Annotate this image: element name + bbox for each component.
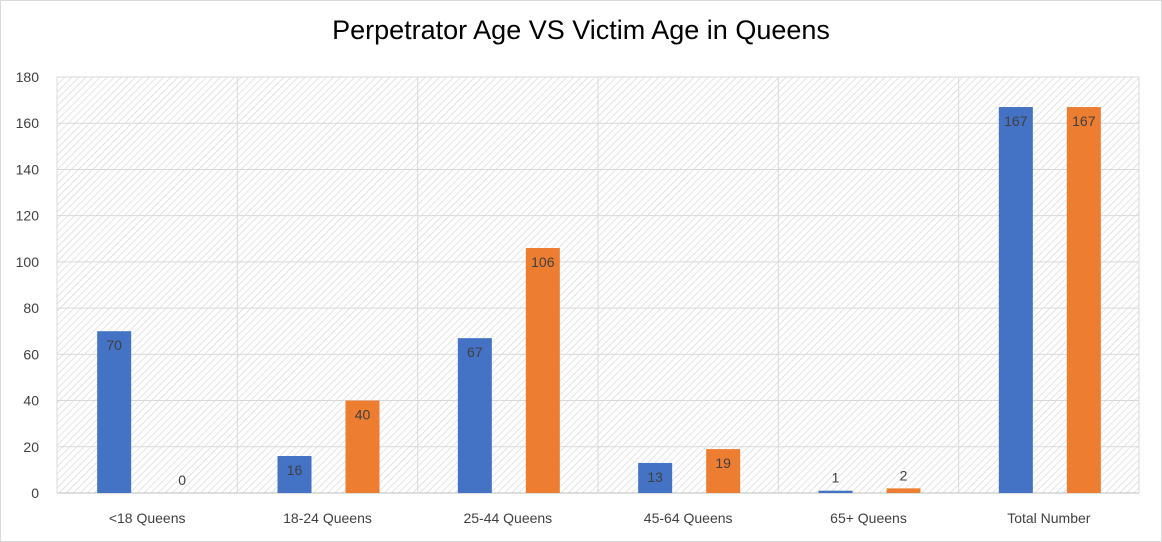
data-labels: 70 0 16 40 67 106 13 19 1 2 167 167 <box>106 113 1095 488</box>
bar-series-2-4 <box>886 488 921 493</box>
y-tick-label: 180 <box>16 69 40 85</box>
y-tick-label: 120 <box>16 208 40 224</box>
data-label-series-2-5: 167 <box>1072 113 1096 129</box>
x-tick-label: 18-24 Queens <box>283 510 372 526</box>
data-label-series-1-5: 167 <box>1004 113 1028 129</box>
bar-series-1-5 <box>998 107 1033 494</box>
chart-title: Perpetrator Age VS Victim Age in Queens <box>332 15 830 45</box>
bar-series-1-2 <box>457 338 492 493</box>
bar-series-2-1 <box>345 400 380 493</box>
data-label-series-1-0: 70 <box>106 337 122 353</box>
data-label-series-2-4: 2 <box>900 467 908 483</box>
y-tick-label: 140 <box>16 161 40 177</box>
y-tick-label: 160 <box>16 115 40 131</box>
bar-series-1-4 <box>818 490 853 493</box>
x-tick-label: 45-64 Queens <box>644 510 733 526</box>
bar-series-2-5 <box>1066 107 1101 494</box>
x-tick-label: 65+ Queens <box>830 510 907 526</box>
y-tick-label: 100 <box>16 254 40 270</box>
bar-series-1-0 <box>97 331 132 493</box>
x-tick-label: 25-44 Queens <box>463 510 552 526</box>
bar-series-2-2 <box>525 248 560 493</box>
data-label-series-1-1: 16 <box>287 462 303 478</box>
bar-series-2-3 <box>706 449 741 493</box>
data-label-series-1-4: 1 <box>832 470 840 486</box>
y-axis: 0 20 40 60 80 100 120 140 160 180 <box>16 69 40 501</box>
gridlines <box>56 76 1140 494</box>
y-tick-label: 40 <box>23 393 39 409</box>
data-label-series-2-1: 40 <box>355 407 371 423</box>
y-tick-label: 80 <box>23 300 39 316</box>
bar-series-1-1 <box>277 456 312 493</box>
data-label-series-1-3: 13 <box>647 469 663 485</box>
data-label-series-2-0: 0 <box>178 472 186 488</box>
data-label-series-2-3: 19 <box>715 455 731 471</box>
y-tick-label: 20 <box>23 439 39 455</box>
data-label-series-2-2: 106 <box>531 254 555 270</box>
y-tick-label: 0 <box>31 485 39 501</box>
x-tick-label: <18 Queens <box>109 510 186 526</box>
y-tick-label: 60 <box>23 346 39 362</box>
x-tick-label: Total Number <box>1007 510 1091 526</box>
data-label-series-1-2: 67 <box>467 344 483 360</box>
bars <box>97 107 1101 494</box>
bar-series-1-3 <box>638 462 673 493</box>
x-axis: <18 Queens 18-24 Queens 25-44 Queens 45-64 … <box>109 510 1091 526</box>
